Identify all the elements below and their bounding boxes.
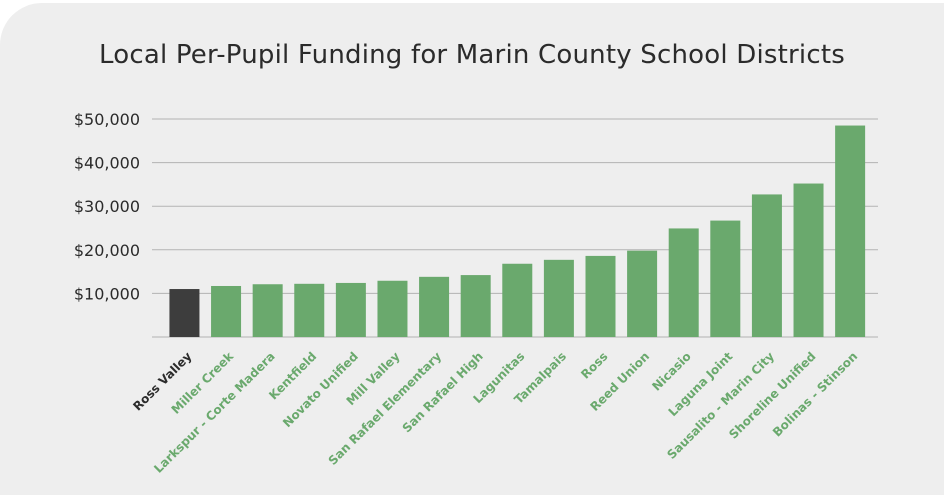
- bar: [294, 283, 325, 337]
- bar: [252, 284, 283, 337]
- bars: [169, 125, 866, 337]
- bar: [169, 289, 200, 337]
- x-tick-label: Bolinas - Stinson: [770, 349, 860, 439]
- bar: [585, 255, 616, 337]
- x-tick-label: Novato Unified: [280, 349, 361, 430]
- bar: [211, 285, 242, 337]
- y-tick-label: $10,000: [74, 284, 140, 303]
- y-tick-label: $50,000: [74, 110, 140, 129]
- y-tick-label: $20,000: [74, 241, 140, 260]
- bar: [502, 263, 533, 337]
- chart-panel: [0, 3, 944, 495]
- bar: [710, 220, 741, 337]
- bar: [377, 280, 408, 337]
- bar: [835, 125, 866, 337]
- bar: [751, 194, 782, 337]
- y-tick-label: $30,000: [74, 197, 140, 216]
- x-tick-label: San Rafael High: [400, 349, 486, 435]
- bar: [335, 282, 366, 337]
- chart-title: Local Per-Pupil Funding for Marin County…: [98, 40, 845, 70]
- x-tick-label: Ross: [578, 349, 610, 381]
- bar: [668, 228, 699, 337]
- bar: [419, 276, 450, 337]
- bar: [543, 259, 574, 337]
- bar: [793, 183, 824, 337]
- bar: [627, 250, 658, 337]
- y-tick-label: $40,000: [74, 154, 140, 173]
- bar: [460, 275, 491, 337]
- y-axis-tick-labels: $10,000 $20,000 $30,000 $40,000 $50,000: [74, 110, 140, 303]
